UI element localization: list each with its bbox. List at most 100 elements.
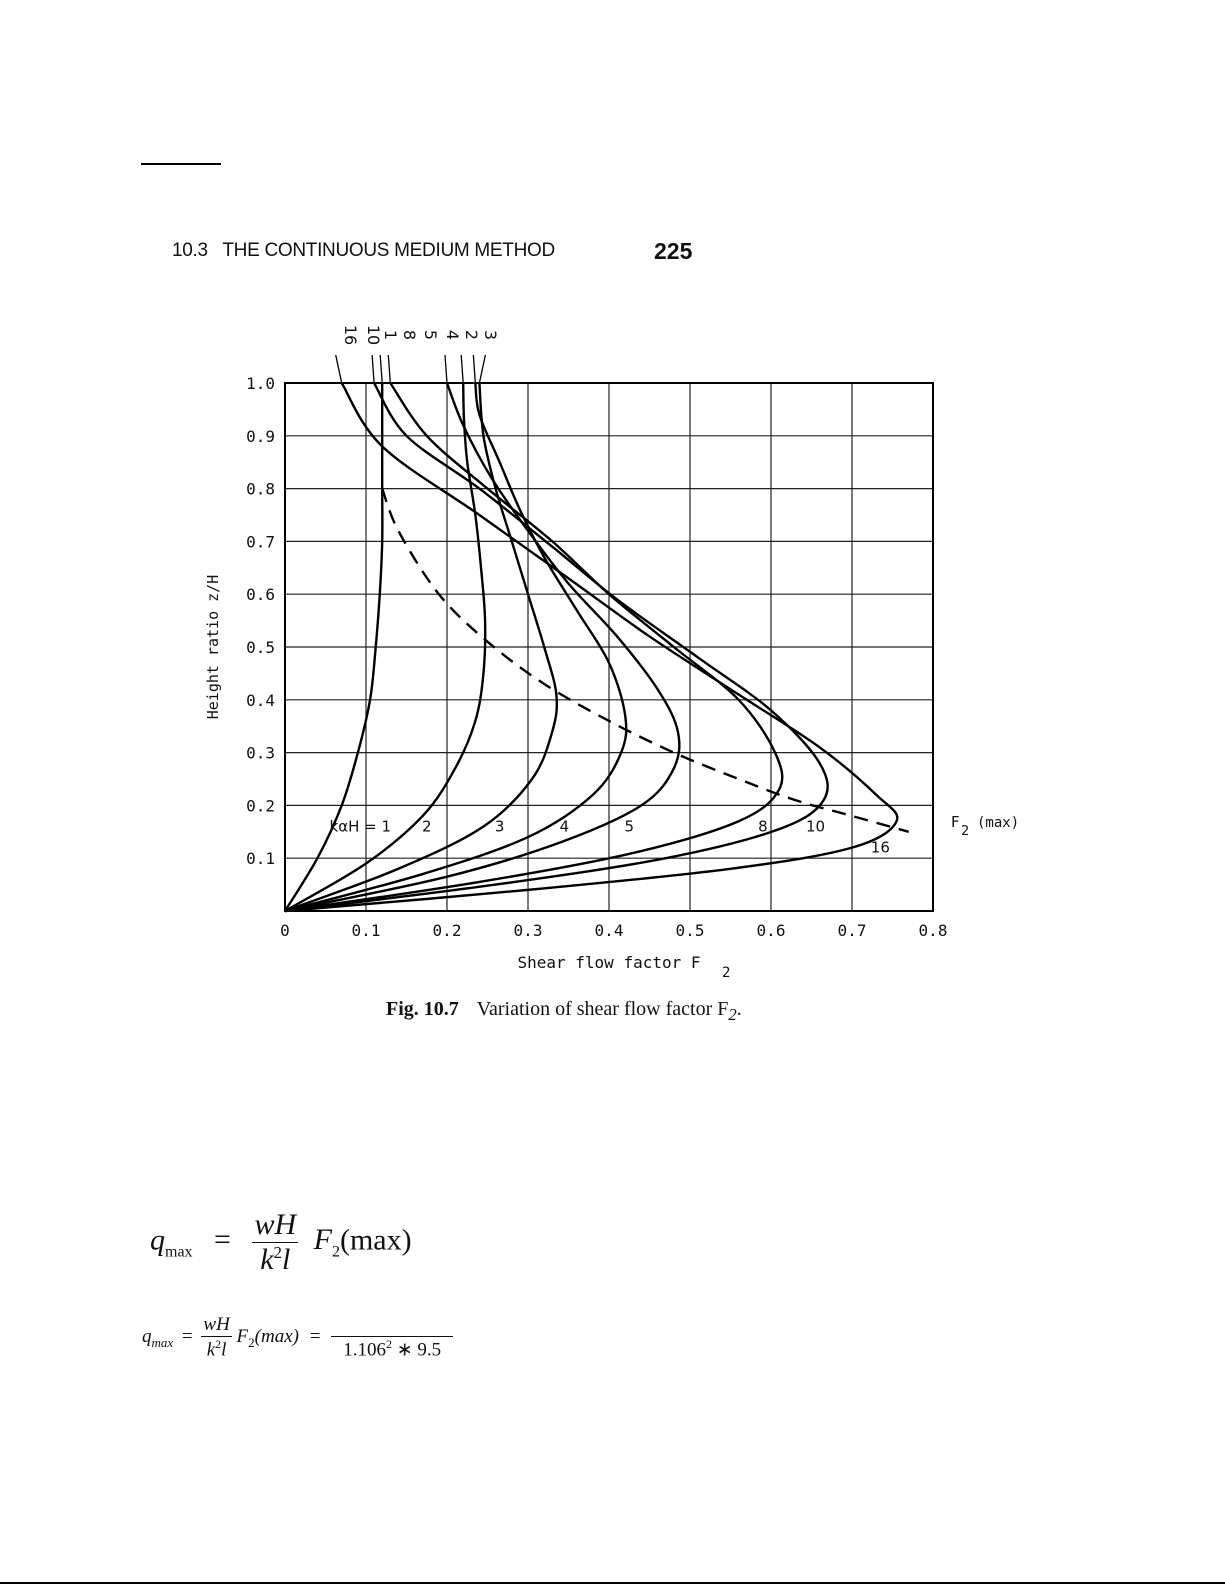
eq2-F-sub: 2 bbox=[248, 1334, 255, 1350]
y-tick-label: 0.8 bbox=[246, 480, 275, 499]
series-line-4 bbox=[284, 382, 628, 913]
eq2-den-k: k bbox=[206, 1339, 216, 1361]
leader-line-4 bbox=[472, 354, 476, 384]
series-label-5: 5 bbox=[624, 818, 634, 836]
series-label-16: 16 bbox=[871, 839, 890, 857]
y-tick-label: 0.1 bbox=[246, 849, 275, 868]
shear-flow-chart: 0 0.1 0.2 0.3 0.4 0.5 0.6 0.7 0.8 1.0 0.9 0.8 0.7 0.6… bbox=[204, 325, 1019, 981]
eq2-q-sub: max bbox=[151, 1334, 174, 1350]
eq2-q: q bbox=[142, 1326, 152, 1348]
plot-frame bbox=[284, 382, 934, 912]
y-tick-label: 0.7 bbox=[246, 532, 275, 551]
y-tick-label: 0.3 bbox=[246, 744, 275, 763]
eq1-den-l: l bbox=[282, 1243, 291, 1276]
x-tick-label: 0.3 bbox=[514, 921, 543, 940]
footer-rule bbox=[0, 1582, 1225, 1584]
leader-line-16 bbox=[335, 354, 343, 384]
series-line-3 bbox=[284, 382, 559, 913]
family-label: kαH = 1 bbox=[330, 818, 392, 836]
eq2-F: F bbox=[236, 1326, 249, 1348]
series-label-2: 2 bbox=[422, 818, 432, 836]
leader-line-8 bbox=[387, 354, 391, 384]
eq2-value-numerator bbox=[331, 1314, 454, 1337]
envelope-line bbox=[381, 488, 910, 833]
top-label-16: 16 bbox=[341, 325, 360, 345]
y-tick-label: 1.0 bbox=[246, 374, 275, 393]
y-tick-label: 0.2 bbox=[246, 796, 275, 815]
series-label-8: 8 bbox=[758, 818, 768, 836]
envelope-label-sub: 2 bbox=[961, 824, 969, 839]
eq2-equals: = bbox=[181, 1326, 193, 1348]
x-tick-label: 0.2 bbox=[433, 921, 462, 940]
eq1-fraction: wH k2l bbox=[252, 1208, 299, 1277]
figure-caption: Fig. 10.7 Variation of shear flow factor … bbox=[386, 998, 742, 1025]
header-rule bbox=[141, 163, 221, 165]
x-axis-label: Shear flow factor F bbox=[517, 953, 700, 972]
eq2-value-fraction: 1.1062 ∗ 9.5 bbox=[331, 1314, 454, 1361]
envelope-label: F bbox=[951, 813, 960, 831]
eq1-equals: = bbox=[214, 1223, 231, 1257]
eq1-arg: (max) bbox=[339, 1223, 412, 1257]
top-label-4: 4 bbox=[443, 330, 462, 340]
eq2-den-exp: 2 bbox=[215, 1337, 222, 1351]
top-label-5: 5 bbox=[421, 330, 440, 340]
x-tick-label: 0.5 bbox=[676, 921, 705, 940]
leader-line-5 bbox=[444, 354, 448, 384]
x-tick-label: 0.7 bbox=[838, 921, 867, 940]
y-tick-label: 0.9 bbox=[246, 427, 275, 446]
y-tick-label: 0.6 bbox=[246, 585, 275, 604]
page-number: 225 bbox=[654, 238, 693, 264]
leader-line-1 bbox=[379, 354, 383, 384]
x-tick-label: 0.6 bbox=[757, 921, 786, 940]
top-label-2: 2 bbox=[462, 330, 481, 340]
eq2-value-denominator: 1.1062 ∗ 9.5 bbox=[331, 1337, 453, 1361]
caption-text: Variation of shear flow factor F bbox=[476, 998, 729, 1020]
x-tick-label: 0 bbox=[280, 921, 290, 940]
eq2-equals-2: = bbox=[309, 1326, 321, 1348]
eq1-den-k: k bbox=[260, 1243, 274, 1276]
caption-label: Fig. 10.7 bbox=[386, 998, 459, 1020]
leader-line-2 bbox=[460, 354, 464, 384]
series-line-8 bbox=[284, 382, 784, 913]
envelope-label-suffix: (max) bbox=[977, 815, 1019, 831]
eq2-numerator: wH bbox=[201, 1314, 232, 1337]
tick-layer: 0 0.1 0.2 0.3 0.4 0.5 0.6 0.7 0.8 1.0 0.9 0.8 0.7 0.6… bbox=[246, 374, 947, 940]
leader-line-10 bbox=[371, 354, 375, 384]
top-label-3: 3 bbox=[481, 330, 500, 340]
x-axis-label-sub: 2 bbox=[722, 965, 730, 981]
top-label-1: 1 bbox=[381, 330, 400, 340]
y-tick-label: 0.4 bbox=[246, 691, 275, 710]
leader-line-3 bbox=[478, 354, 487, 384]
equation-qmax-numeric: qmax = wH k2l F2(max) = 1.1062 ∗ 9.5 bbox=[142, 1314, 454, 1361]
eq2-val-rest: ∗ 9.5 bbox=[391, 1339, 442, 1361]
eq1-denominator: k2l bbox=[252, 1243, 298, 1277]
eq1-q-sub: max bbox=[165, 1243, 193, 1261]
series-line-1 bbox=[283, 383, 384, 912]
eq1-F: F bbox=[313, 1223, 332, 1257]
eq2-den-l: l bbox=[221, 1339, 227, 1361]
eq2-fraction: wH k2l bbox=[201, 1314, 232, 1361]
eq1-den-exp: 2 bbox=[273, 1243, 283, 1262]
x-tick-label: 0.4 bbox=[595, 921, 624, 940]
y-axis-label: Height ratio z/H bbox=[204, 575, 222, 720]
top-label-8: 8 bbox=[400, 330, 419, 340]
eq1-numerator: wH bbox=[252, 1208, 299, 1243]
eq1-F-sub: 2 bbox=[331, 1243, 340, 1261]
series-label-4: 4 bbox=[560, 818, 570, 836]
x-tick-label: 0.8 bbox=[919, 921, 948, 940]
top-label-10: 10 bbox=[364, 325, 383, 345]
eq1-q: q bbox=[150, 1223, 165, 1257]
y-tick-label: 0.5 bbox=[246, 638, 275, 657]
eq2-denominator: k2l bbox=[201, 1337, 231, 1361]
x-tick-label: 0.1 bbox=[352, 921, 381, 940]
series-line-16 bbox=[284, 382, 899, 913]
series-label-10: 10 bbox=[806, 818, 825, 836]
eq2-val-base: 1.106 bbox=[343, 1339, 386, 1361]
series-layer bbox=[283, 354, 899, 913]
caption-sub: 2 bbox=[728, 1005, 737, 1024]
series-line-2 bbox=[284, 382, 487, 913]
equation-qmax: qmax = wH k2l F2(max) bbox=[150, 1208, 412, 1277]
caption-end: . bbox=[736, 998, 742, 1020]
envelope-layer bbox=[381, 488, 910, 833]
